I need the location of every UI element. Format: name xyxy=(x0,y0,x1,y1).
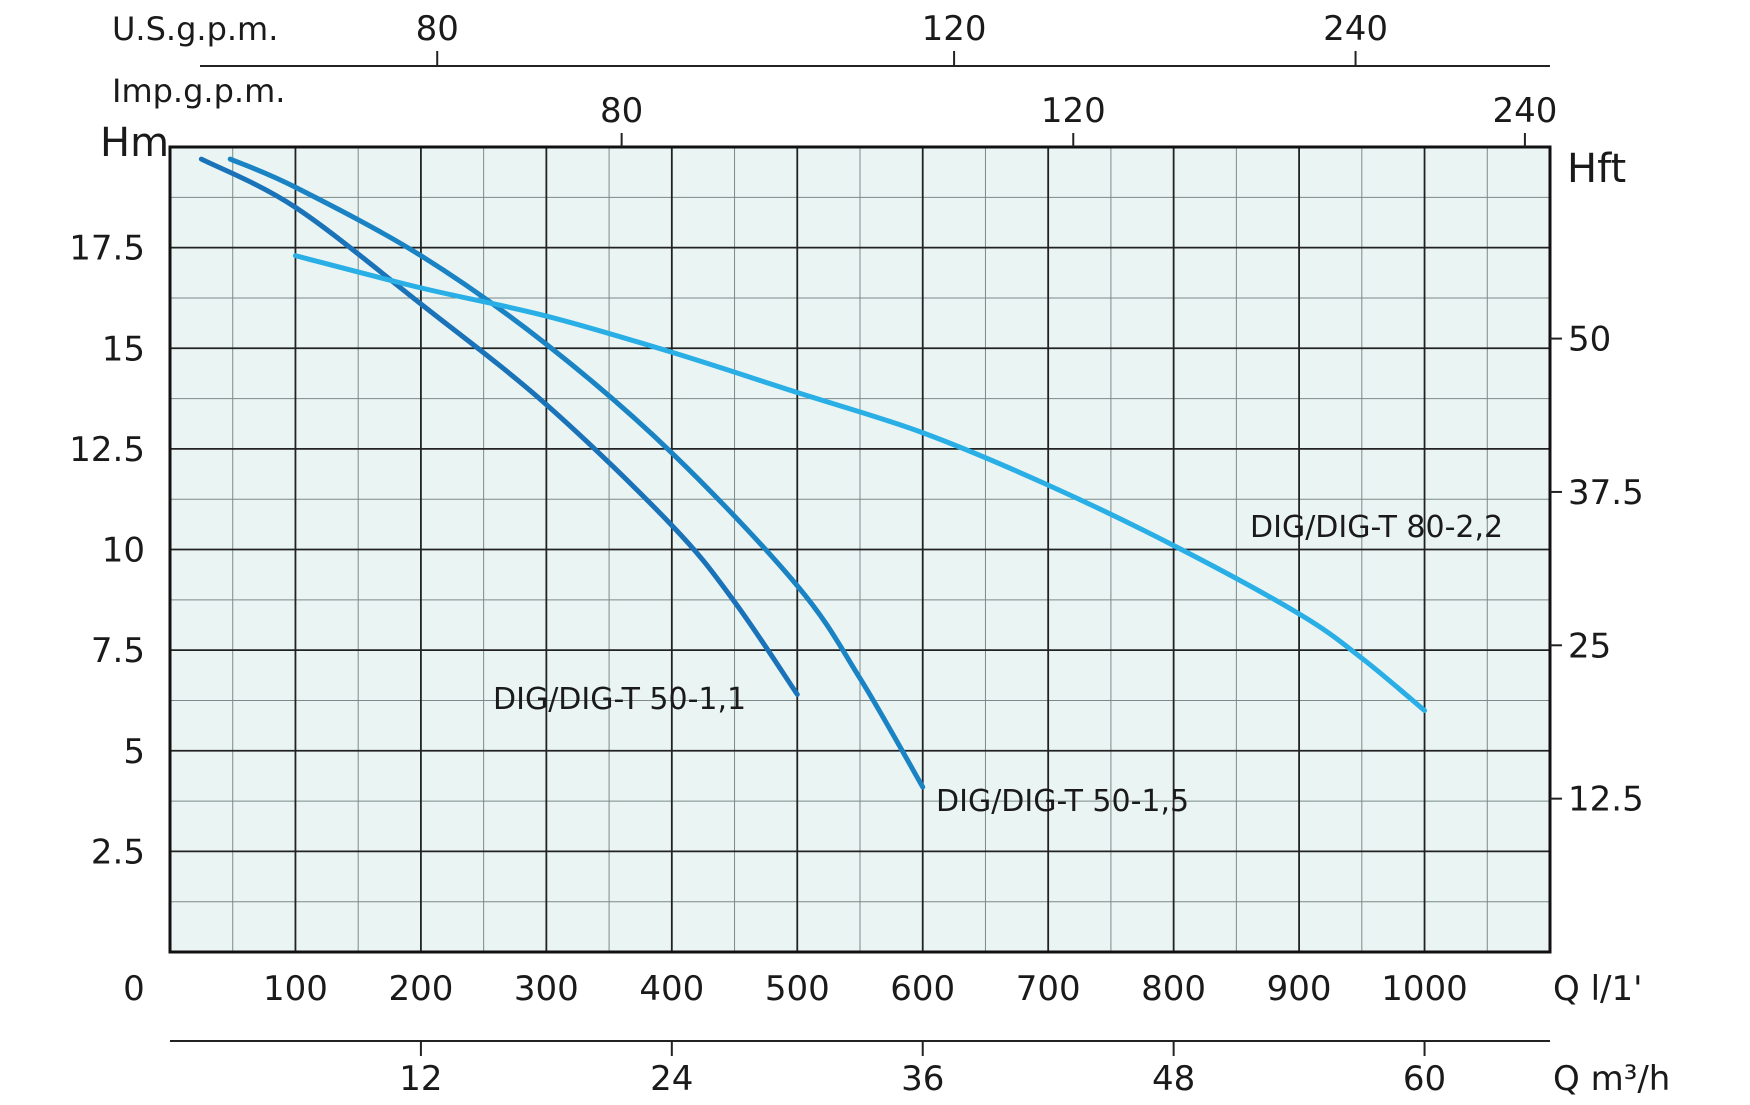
series-line-1 xyxy=(198,156,800,697)
y-left-tick-label: 2.5 xyxy=(91,832,145,872)
impgpm-tick-label: 120 xyxy=(1041,91,1106,131)
y-right-tick-label: 25 xyxy=(1568,626,1611,666)
y-right-axis-label: Hft xyxy=(1567,146,1626,192)
x-tick-label: 700 xyxy=(1016,969,1081,1009)
x-axis-label: Q l/1' xyxy=(1553,969,1642,1009)
usgpm-tick-label: 80 xyxy=(416,9,459,49)
usgpm-tick-label: 240 xyxy=(1323,9,1388,49)
m3h-tick-label: 24 xyxy=(650,1059,693,1099)
impgpm-axis-label: Imp.g.p.m. xyxy=(112,72,285,110)
y-left-tick-label: 5 xyxy=(123,732,145,772)
y-left-axis-label: Hm xyxy=(100,120,169,166)
m3h-tick-label: 48 xyxy=(1152,1059,1195,1099)
axes-layer xyxy=(170,51,1562,1056)
y-left-tick-label: 10 xyxy=(102,531,145,571)
m3h-tick-label: 12 xyxy=(399,1059,442,1099)
x-tick-label: 500 xyxy=(765,969,830,1009)
series-label-1: DIG/DIG-T 50-1,1 xyxy=(493,682,746,717)
y-left-tick-label: 12.5 xyxy=(69,430,145,470)
x-tick-label: 200 xyxy=(388,969,453,1009)
grid xyxy=(170,147,1550,952)
impgpm-tick-label: 80 xyxy=(600,91,643,131)
series-label-3: DIG/DIG-T 80-2,2 xyxy=(1250,510,1503,545)
x-tick-label: 400 xyxy=(639,969,704,1009)
x-tick-label: 1000 xyxy=(1381,969,1468,1009)
y-right-tick-label: 37.5 xyxy=(1568,473,1644,513)
m3h-tick-label: 60 xyxy=(1403,1059,1446,1099)
m3h-axis-label: Q m³/h xyxy=(1553,1059,1670,1099)
series-line-3 xyxy=(292,253,1428,713)
series-layer xyxy=(198,156,1428,790)
y-left-tick-label: 15 xyxy=(102,329,145,369)
usgpm-axis-label: U.S.g.p.m. xyxy=(112,10,278,48)
x-tick-label: 800 xyxy=(1141,969,1206,1009)
x-tick-label: 900 xyxy=(1267,969,1332,1009)
x-tick-label: 300 xyxy=(514,969,579,1009)
series-label-2: DIG/DIG-T 50-1,5 xyxy=(936,784,1189,819)
impgpm-tick-label: 240 xyxy=(1492,91,1557,131)
y-left-tick-label: 7.5 xyxy=(91,631,145,671)
series-line-2 xyxy=(227,156,926,790)
m3h-tick-label: 36 xyxy=(901,1059,944,1099)
y-left-tick-label: 17.5 xyxy=(69,229,145,269)
x-tick-label: 600 xyxy=(890,969,955,1009)
x-tick-label: 0 xyxy=(123,969,145,1009)
y-right-tick-label: 50 xyxy=(1568,320,1611,360)
labels-layer: 0 100 200 300 400 500 600 700 800 900 1000 Q l/1' 12… xyxy=(69,9,1670,1099)
y-right-tick-label: 12.5 xyxy=(1568,780,1644,820)
usgpm-tick-label: 120 xyxy=(922,9,987,49)
plot-frame xyxy=(168,145,1552,954)
x-tick-label: 100 xyxy=(263,969,328,1009)
